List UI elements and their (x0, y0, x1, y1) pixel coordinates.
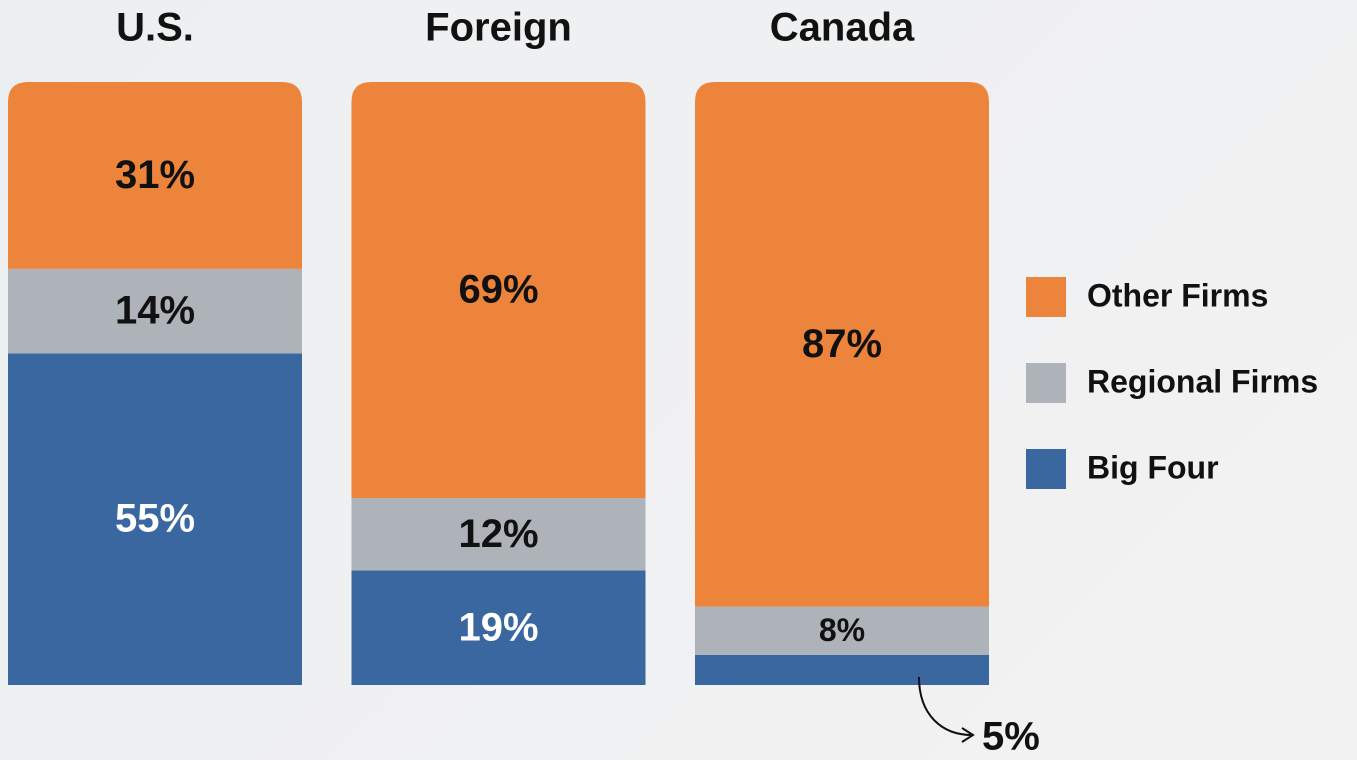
bar-segment (351, 82, 646, 499)
bar-segment (8, 82, 302, 269)
value-label: 55% (115, 497, 195, 541)
bar-segment (695, 82, 989, 607)
category-label: Canada (770, 6, 915, 50)
value-label: 5% (982, 715, 1040, 759)
value-label: 87% (802, 322, 882, 366)
callout-arrow (918, 676, 975, 743)
value-label: 19% (458, 605, 538, 649)
bar-segment (351, 498, 646, 571)
category-label: U.S. (116, 6, 194, 50)
value-label: 12% (458, 512, 538, 556)
value-label: 31% (115, 153, 195, 197)
bar-segment (8, 353, 302, 685)
value-label: 69% (458, 268, 538, 312)
legend-label: Other Firms (1087, 277, 1268, 313)
value-label: 8% (819, 612, 865, 648)
legend-swatch (1026, 277, 1066, 317)
bar-segment (351, 570, 646, 685)
bar-segment (695, 606, 989, 655)
value-label: 14% (115, 289, 195, 333)
legend-swatch (1026, 363, 1066, 403)
legend-swatch (1026, 449, 1066, 489)
bar-segment (695, 654, 989, 685)
legend-label: Big Four (1087, 449, 1219, 485)
category-label: Foreign (425, 6, 572, 50)
bar-segment (8, 268, 302, 354)
legend-label: Regional Firms (1087, 363, 1318, 399)
